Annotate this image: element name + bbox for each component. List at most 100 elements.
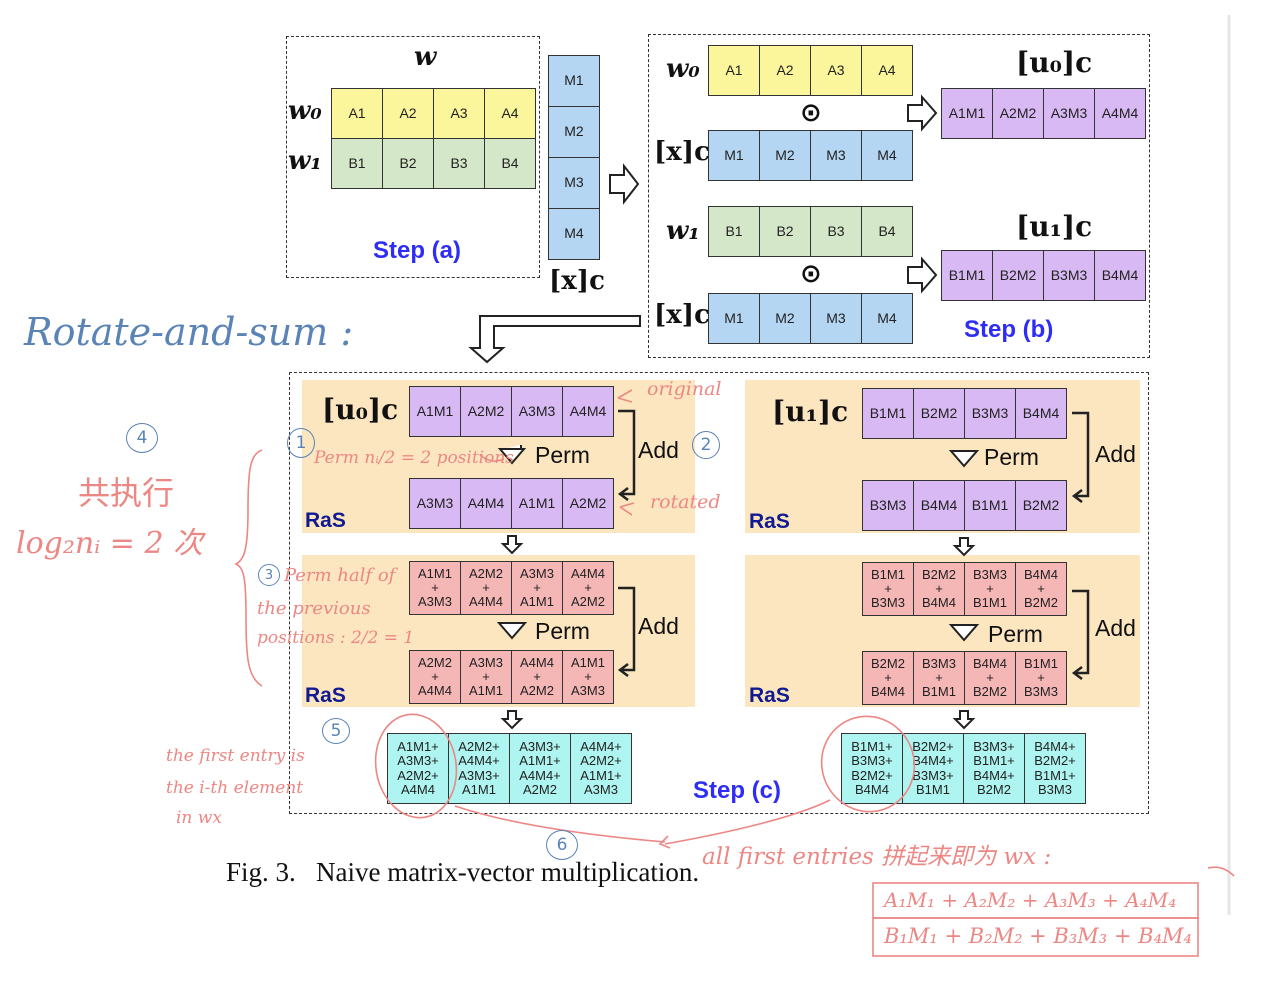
summed-row-cell: B1M1 + B3M3 bbox=[862, 562, 914, 616]
u0-cell: A3M3 bbox=[1043, 88, 1095, 139]
x-ciphertext-label-b1: [x]c bbox=[654, 137, 710, 167]
all-first-entries-note: all first entries 拼起来即为 wx : bbox=[702, 844, 1052, 870]
cell-line: A1M1+ bbox=[580, 767, 622, 783]
cell-line: A4M4 bbox=[401, 781, 435, 797]
summed-row-cell: B4M4 + B2M2 bbox=[964, 651, 1016, 705]
cell-line: A1M1 bbox=[520, 594, 554, 610]
result-cell: B4M4+ B2M2+ B1M1+ B3M3 bbox=[1024, 733, 1086, 804]
summed-row-cell: A2M2 + A4M4 bbox=[409, 650, 461, 704]
summed-row-cell: A2M2 + A4M4 bbox=[460, 561, 512, 615]
u0-row-cell: A3M3 bbox=[511, 386, 563, 437]
perm-label: Perm bbox=[988, 621, 1043, 647]
result-cell: A1M1+ A3M3+ A2M2+ A4M4 bbox=[387, 733, 449, 804]
step-b-label: Step (b) bbox=[964, 316, 1054, 343]
summed-row-cell: A4M4 + A2M2 bbox=[511, 650, 563, 704]
step-c-frame bbox=[289, 372, 1149, 814]
cell-line: B1M1 bbox=[922, 684, 956, 700]
cell-line: + bbox=[884, 669, 892, 685]
x-vector-cell: M4 bbox=[548, 208, 600, 260]
summed-row-cell: A1M1 + A3M3 bbox=[562, 650, 614, 704]
cell-line: + bbox=[1037, 580, 1045, 596]
cell-line: B3M3+ bbox=[973, 738, 1015, 754]
cell-line: A1M1+ bbox=[397, 738, 439, 754]
step-number-3: 3 bbox=[258, 564, 280, 586]
perm-label: Perm bbox=[535, 618, 590, 644]
x-cell: M1 bbox=[708, 293, 760, 344]
step-a-frame bbox=[286, 36, 540, 278]
cell-line: A3M3 bbox=[418, 594, 452, 610]
cell-line: + bbox=[584, 668, 592, 684]
exec-count-note-1: 共执行 bbox=[78, 474, 175, 512]
first-entry-note-1: the first entry is bbox=[166, 746, 305, 766]
x-cell: M1 bbox=[708, 130, 760, 181]
cell-line: B3M3 bbox=[1038, 781, 1072, 797]
cell-line: B3M3 bbox=[922, 655, 956, 671]
w0-cell: A3 bbox=[433, 88, 485, 139]
cell-line: + bbox=[935, 580, 943, 596]
cell-line: B3M3 bbox=[973, 566, 1007, 582]
cell-line: A1M1 bbox=[469, 683, 503, 699]
u0-cell: A1M1 bbox=[941, 88, 993, 139]
perm-half-note-3: positions : 2/2 = 1 bbox=[257, 628, 415, 648]
summed-row-cell: A1M1 + A3M3 bbox=[409, 561, 461, 615]
cell-line: A2M2 bbox=[523, 781, 557, 797]
cell-line: + bbox=[884, 580, 892, 596]
cell-line: B1M1 bbox=[1024, 655, 1058, 671]
x-cell: M3 bbox=[810, 293, 862, 344]
cell-line: B1M1+ bbox=[973, 753, 1015, 769]
cell-line: B1M1 bbox=[871, 566, 905, 582]
cell-line: B3M3+ bbox=[851, 753, 893, 769]
result-row-1: A₁M₁ + A₂M₂ + A₃M₃ + A₄M₄ bbox=[884, 888, 1177, 912]
cell-line: A4M4 bbox=[520, 654, 554, 670]
cell-line: A3M3 bbox=[571, 683, 605, 699]
x-cell: M4 bbox=[861, 293, 913, 344]
ras-label: RaS bbox=[305, 509, 346, 532]
add-label: Add bbox=[1095, 441, 1136, 467]
cell-line: B2M2+ bbox=[1034, 753, 1076, 769]
odot-operator: ⊙ bbox=[800, 259, 822, 289]
rotated-row-cell: B2M2 bbox=[1015, 480, 1067, 531]
rotated-row-cell: A2M2 bbox=[562, 478, 614, 529]
cell-line: A4M4+ bbox=[580, 738, 622, 754]
result-cell: A4M4+ A2M2+ A1M1+ A3M3 bbox=[570, 733, 632, 804]
step-number-1: 1 bbox=[287, 428, 315, 458]
x-vector-cell: M1 bbox=[548, 55, 600, 107]
step-number-5: 5 bbox=[322, 718, 350, 744]
cell-line: + bbox=[584, 579, 592, 595]
cell-line: A1M1 bbox=[462, 781, 496, 797]
u0-cell: A4M4 bbox=[1094, 88, 1146, 139]
u0-label: [u₀]c bbox=[1016, 46, 1093, 79]
w1-row-label-a: w₁ bbox=[288, 146, 322, 176]
cell-line: A4M4+ bbox=[458, 753, 500, 769]
u1-label: [u₁]c bbox=[1016, 210, 1093, 243]
first-entry-note-3: in wx bbox=[176, 808, 222, 828]
cell-line: B4M4 bbox=[855, 781, 889, 797]
u1-label-c: [u₁]c bbox=[772, 395, 849, 428]
cell-line: B4M4 bbox=[973, 655, 1007, 671]
rotated-row-cell: A1M1 bbox=[511, 478, 563, 529]
w-matrix-label: w bbox=[414, 42, 437, 72]
cell-line: A4M4 bbox=[469, 594, 503, 610]
rotated-note: rotated bbox=[650, 491, 721, 513]
cell-line: B1M1+ bbox=[851, 738, 893, 754]
w1-cell: B1 bbox=[331, 138, 383, 189]
summed-row-cell: A3M3 + A1M1 bbox=[460, 650, 512, 704]
cell-line: B1M1+ bbox=[1034, 767, 1076, 783]
w1-cell: B3 bbox=[433, 138, 485, 189]
cell-line: A1M1 bbox=[571, 654, 605, 670]
cell-line: A2M2 bbox=[469, 565, 503, 581]
u0-row-cell: A4M4 bbox=[562, 386, 614, 437]
w1-cell: B2 bbox=[759, 206, 811, 257]
w1-cell: B2 bbox=[382, 138, 434, 189]
cell-line: B2M2 bbox=[922, 566, 956, 582]
step-b-frame bbox=[648, 34, 1150, 358]
w1-cell: B4 bbox=[484, 138, 536, 189]
perm-label: Perm bbox=[535, 442, 590, 468]
perm-positions-note: Perm nᵢ/2 = 2 positions bbox=[314, 448, 515, 468]
cell-line: B1M1 bbox=[916, 781, 950, 797]
result-cell: A3M3+ A1M1+ A4M4+ A2M2 bbox=[509, 733, 571, 804]
result-row-2: B₁M₁ + B₂M₂ + B₃M₃ + B₄M₄ bbox=[884, 924, 1192, 948]
step-number-2: 2 bbox=[692, 431, 720, 459]
